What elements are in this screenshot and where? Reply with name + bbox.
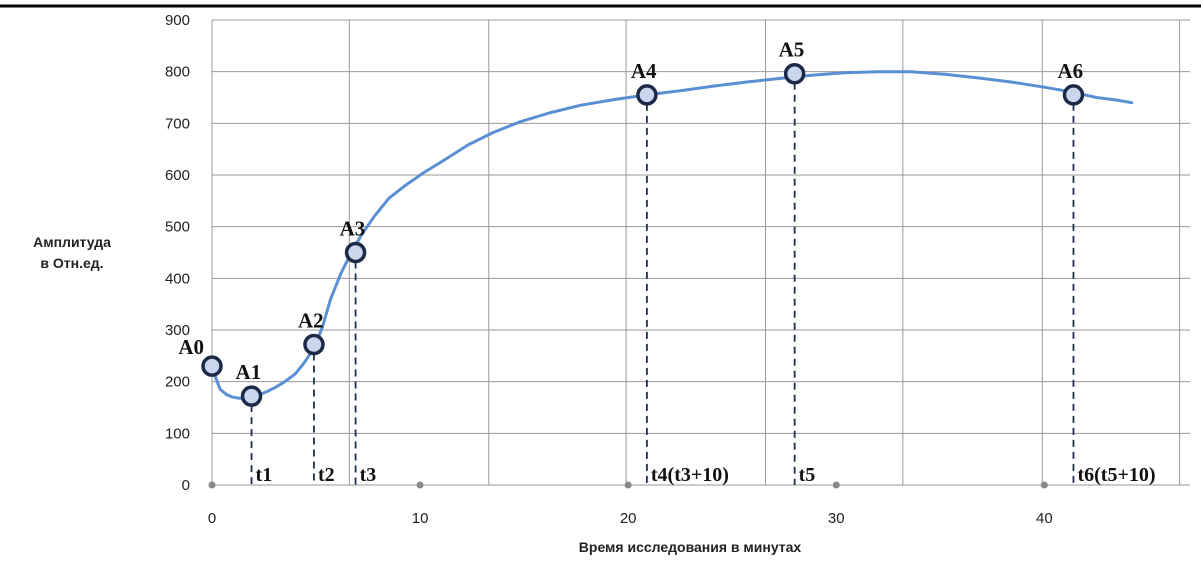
y-tick-100: 100 bbox=[165, 425, 190, 442]
x-tick-20: 20 bbox=[620, 510, 637, 527]
y-tick-700: 700 bbox=[165, 115, 190, 132]
x-tick-dot-10 bbox=[416, 481, 424, 489]
x-tick-labels: 0 10 20 30 40 bbox=[208, 481, 1053, 527]
y-axis-title-line1: Амплитуда bbox=[33, 234, 111, 250]
y-tick-labels: 0 100 200 300 400 500 600 700 800 900 bbox=[165, 12, 190, 494]
point-label-A4: A4 bbox=[631, 59, 657, 83]
marker-label-6: t6(t5+10) bbox=[1077, 464, 1155, 486]
marker-label-4: t4(t3+10) bbox=[651, 464, 729, 486]
y-tick-800: 800 bbox=[165, 64, 190, 81]
marker-label-1: t1 bbox=[256, 464, 273, 486]
point-A4 bbox=[636, 84, 658, 106]
point-label-A3: A3 bbox=[340, 217, 366, 241]
point-A6 bbox=[1062, 84, 1085, 106]
point-A0 bbox=[201, 355, 223, 377]
x-tick-dot-30 bbox=[832, 481, 840, 489]
y-tick-900: 900 bbox=[165, 12, 190, 29]
x-axis-title: Время исследования в минутах bbox=[579, 539, 802, 555]
x-tick-0: 0 bbox=[208, 510, 216, 527]
point-label-A6: A6 bbox=[1057, 59, 1083, 83]
y-tick-300: 300 bbox=[165, 322, 190, 339]
point-A3 bbox=[344, 241, 367, 264]
point-A1 bbox=[240, 385, 263, 407]
key-points: A0 A1 A2 A3 A4 A5 A6 bbox=[178, 38, 1085, 407]
x-tick-30: 30 bbox=[828, 510, 845, 527]
y-tick-600: 600 bbox=[165, 167, 190, 184]
time-markers: t1 t2 t3 t4(t3+10) t5 t6(t5+10) bbox=[250, 82, 1156, 486]
y-axis-title-line2: в Отн.ед. bbox=[40, 255, 103, 271]
y-tick-0: 0 bbox=[182, 477, 190, 494]
x-tick-40: 40 bbox=[1036, 510, 1053, 527]
y-tick-200: 200 bbox=[165, 374, 190, 391]
point-label-A5: A5 bbox=[779, 38, 805, 62]
point-label-A2: A2 bbox=[298, 308, 324, 332]
x-tick-10: 10 bbox=[412, 510, 429, 527]
x-tick-dot-0 bbox=[208, 481, 216, 489]
point-A2 bbox=[303, 333, 325, 356]
x-tick-dot-40 bbox=[1040, 481, 1048, 489]
point-label-A0: A0 bbox=[178, 335, 204, 359]
marker-label-3: t3 bbox=[360, 464, 377, 486]
marker-label-2: t2 bbox=[318, 464, 335, 486]
y-tick-400: 400 bbox=[165, 270, 190, 287]
point-label-A1: A1 bbox=[236, 360, 262, 384]
point-A5 bbox=[783, 62, 806, 85]
y-tick-500: 500 bbox=[165, 219, 190, 236]
marker-label-5: t5 bbox=[799, 464, 816, 486]
x-tick-dot-20 bbox=[624, 481, 632, 489]
